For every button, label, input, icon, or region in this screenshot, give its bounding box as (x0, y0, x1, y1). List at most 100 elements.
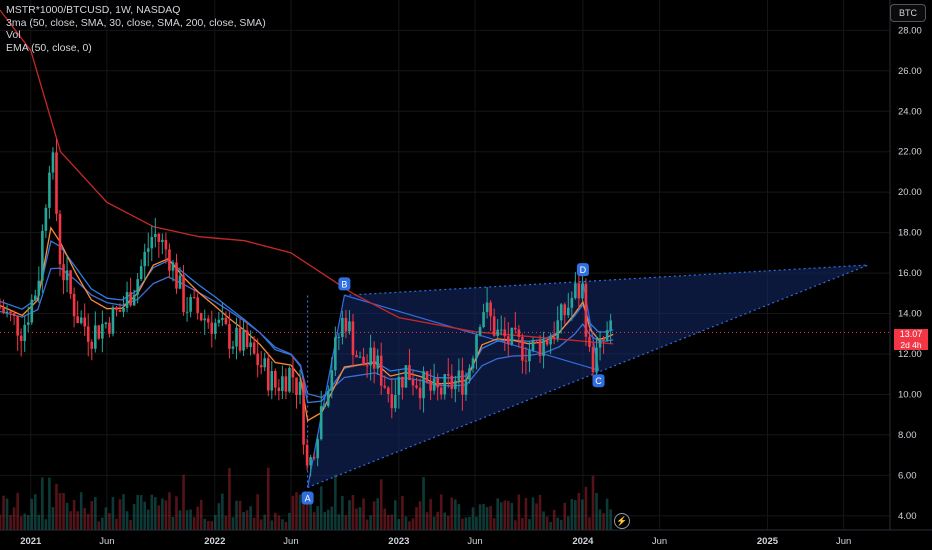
pattern-point-b-badge (338, 277, 351, 291)
volume-bar (521, 517, 524, 530)
candle-body (496, 329, 499, 336)
time-tick-label: 2022 (204, 536, 225, 547)
volume-bar (125, 511, 129, 530)
time-tick-label: Jun (99, 536, 114, 547)
volume-bar (252, 517, 256, 530)
volume-bar (351, 494, 355, 530)
candle-body (570, 298, 574, 308)
pattern-point-b-label: B (341, 279, 347, 289)
volume-bar (598, 509, 602, 530)
candle-body (337, 336, 341, 338)
legend-vol[interactable]: Vol (6, 29, 21, 41)
volume-bar (97, 521, 101, 530)
price-tick-label: 4.00 (898, 511, 917, 522)
legend-ema[interactable]: EMA (50, close, 0) (6, 41, 92, 54)
volume-bar (281, 519, 284, 530)
volume-bar (249, 506, 252, 530)
candle-body (196, 297, 199, 314)
candle-body (432, 378, 436, 391)
volume-bar (161, 498, 164, 530)
candle-body (231, 346, 235, 349)
volume-bar (94, 497, 97, 530)
candle-body (2, 307, 5, 313)
candle-body (394, 395, 397, 409)
volume-bar (175, 496, 178, 530)
currency-button[interactable]: BTC (890, 4, 926, 22)
candle-body (118, 309, 122, 312)
volume-bar (150, 494, 154, 530)
volume-bar (33, 494, 37, 530)
volume-bar (245, 510, 249, 530)
volume-bar (86, 514, 90, 530)
candle-body (422, 371, 425, 399)
volume-bar (422, 477, 425, 530)
volume-bar (443, 512, 447, 530)
volume-bar (446, 515, 450, 530)
legend-3ma[interactable]: 3ma (50, close, SMA, 30, close, SMA, 200… (6, 16, 266, 29)
lightning-icon[interactable]: ⚡ (614, 513, 630, 529)
candle-body (72, 293, 76, 317)
candle-body (16, 316, 19, 336)
candle-body (390, 394, 394, 409)
candle-body (252, 342, 256, 354)
volume-bar (238, 500, 242, 530)
candle-body (369, 347, 372, 366)
candle-body (309, 457, 312, 466)
candle-body (566, 307, 570, 316)
candle-body (478, 326, 482, 336)
candle-body (48, 172, 51, 208)
volume-bar (510, 502, 514, 530)
candle-body (411, 380, 415, 386)
volume-bar (506, 500, 510, 530)
candle-body (65, 270, 69, 281)
candle-body (542, 340, 545, 357)
candle-body (192, 297, 196, 299)
legend: MSTR*1000/BTCUSD, 1W, NASDAQ 3ma (50, cl… (6, 4, 266, 54)
volume-bar (330, 506, 334, 530)
candle-body (351, 321, 355, 356)
candle-body (584, 283, 588, 337)
candle-body (461, 370, 464, 395)
volume-bar (298, 494, 302, 530)
candle-body (221, 317, 224, 320)
candle-body (55, 152, 58, 214)
candle-body (344, 317, 348, 332)
candle-body (69, 270, 72, 294)
volume-bar (383, 508, 387, 530)
volume-bar (379, 479, 383, 530)
pattern-point-labels: A B C D (301, 263, 605, 505)
candle-body (330, 370, 334, 391)
candle-body (228, 323, 231, 349)
volume-bar (111, 496, 115, 530)
volume-bar (0, 514, 2, 530)
candle-body (577, 283, 581, 299)
candle-body (129, 292, 132, 306)
volume-bar (62, 492, 65, 530)
candle-body (348, 321, 351, 332)
candle-body (277, 387, 281, 392)
volume-bar (485, 506, 489, 530)
volume-bar (108, 513, 111, 530)
volume-bar (531, 497, 535, 530)
candle-body (298, 381, 302, 396)
candle-body (545, 340, 549, 345)
candle-body (238, 327, 242, 351)
volume-bar (538, 494, 542, 530)
candle-body (552, 336, 556, 339)
candle-body (5, 311, 9, 313)
candle-body (182, 275, 185, 313)
volume-bar (478, 504, 482, 530)
pattern-point-c-badge (592, 374, 605, 388)
volume-bar (19, 516, 23, 530)
candle-body (316, 439, 319, 459)
legend-symbol[interactable]: MSTR*1000/BTCUSD, 1W, NASDAQ (6, 4, 181, 16)
candle-body (605, 330, 609, 341)
volume-bar (44, 519, 48, 530)
time-tick-label: 2025 (757, 536, 779, 547)
candle-body (302, 381, 305, 445)
volume-bar (51, 507, 55, 530)
price-tick-label: 18.00 (898, 228, 922, 239)
pattern-point-c-label: C (595, 376, 602, 386)
volume-bar (394, 500, 397, 530)
